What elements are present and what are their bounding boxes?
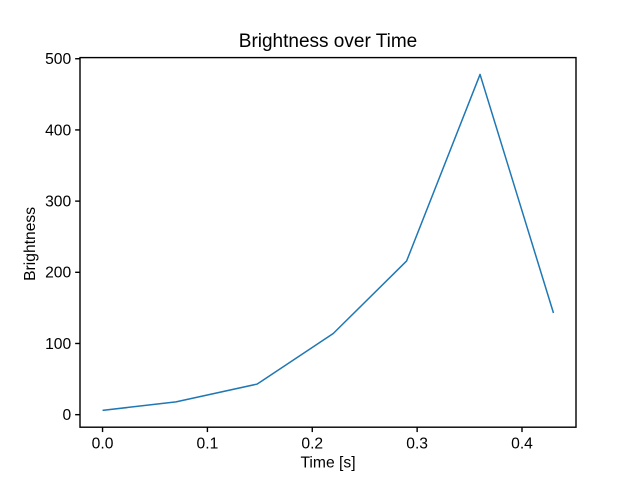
svg-text:Brightness over Time: Brightness over Time xyxy=(239,31,417,52)
svg-text:0.0: 0.0 xyxy=(92,435,114,452)
svg-text:300: 300 xyxy=(45,194,71,211)
svg-text:500: 500 xyxy=(45,51,71,68)
svg-text:Brightness: Brightness xyxy=(22,207,39,281)
svg-text:100: 100 xyxy=(45,336,71,353)
svg-text:Time [s]: Time [s] xyxy=(300,455,355,472)
svg-text:0.3: 0.3 xyxy=(406,435,428,452)
svg-text:0.2: 0.2 xyxy=(301,435,323,452)
svg-text:400: 400 xyxy=(45,122,71,139)
svg-text:200: 200 xyxy=(45,265,71,282)
svg-text:0: 0 xyxy=(62,407,71,424)
svg-text:0.4: 0.4 xyxy=(511,435,533,452)
svg-text:0.1: 0.1 xyxy=(197,435,219,452)
